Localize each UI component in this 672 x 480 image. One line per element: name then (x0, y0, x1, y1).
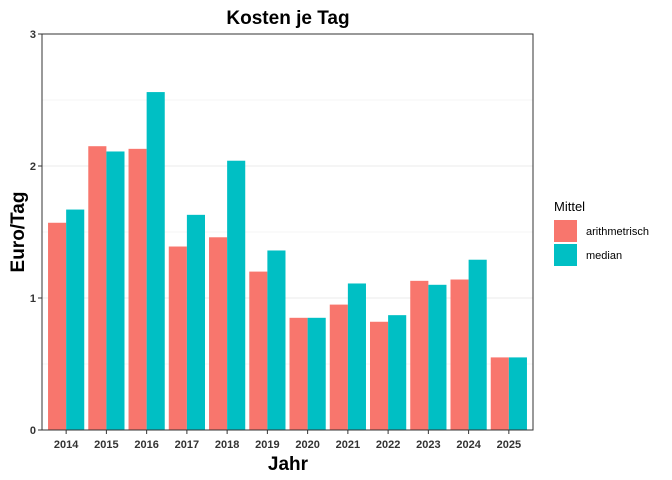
bar-arithmetrisch-2023 (410, 280, 429, 430)
bar-arithmetrisch-2021 (329, 304, 348, 430)
bar-arithmetrisch-2019 (249, 271, 268, 430)
legend-items: arithmetrisch median (554, 220, 649, 266)
bar-median-2018 (227, 160, 246, 430)
x-tick-label: 2025 (497, 439, 521, 451)
bar-arithmetrisch-2017 (168, 246, 187, 430)
x-tick-label: 2024 (456, 439, 481, 451)
y-tick-label: 1 (30, 293, 36, 305)
x-tick-label: 2019 (255, 439, 279, 451)
y-tick-label: 3 (30, 29, 36, 41)
y-tick-label: 2 (30, 161, 36, 173)
bar-arithmetrisch-2018 (209, 237, 228, 430)
x-tick-label: 2016 (134, 439, 158, 451)
y-axis: 0 1 2 3 (30, 29, 42, 437)
x-tick-label: 2015 (94, 439, 118, 451)
bar-arithmetrisch-2020 (289, 317, 308, 430)
x-tick-label: 2017 (175, 439, 199, 451)
x-tick-label: 2021 (336, 439, 360, 451)
x-axis: 2014 2015 2016 2017 2018 2019 2020 2021 2022 2023… (54, 430, 521, 451)
y-tick-label: 0 (30, 425, 36, 437)
bars (48, 92, 527, 431)
bar-arithmetrisch-2022 (370, 321, 389, 430)
bar-arithmetrisch-2024 (450, 279, 469, 430)
legend-title: Mittel (554, 199, 585, 214)
bar-median-2015 (106, 151, 125, 431)
bar-median-2021 (347, 283, 366, 430)
x-axis-title: Jahr (268, 454, 309, 475)
bar-median-2020 (307, 317, 326, 430)
bar-arithmetrisch-2016 (128, 148, 147, 430)
bar-median-2022 (388, 315, 407, 430)
x-tick-label: 2023 (416, 439, 440, 451)
plot-panel-border (41, 33, 534, 431)
bar-median-2017 (186, 214, 205, 430)
y-axis-title: Euro/Tag (8, 192, 29, 273)
bar-median-2025 (508, 357, 527, 430)
x-tick-label: 2022 (376, 439, 400, 451)
bar-arithmetrisch-2025 (490, 357, 509, 430)
legend: Mittel arithmetrisch median (554, 199, 649, 266)
bar-median-2016 (146, 92, 165, 430)
legend-swatch-median (554, 244, 577, 266)
x-tick-label: 2020 (295, 439, 319, 451)
bar-median-2019 (267, 250, 286, 430)
legend-label-median: median (586, 250, 622, 262)
bar-arithmetrisch-2015 (88, 146, 107, 430)
legend-label-arithmetrisch: arithmetrisch (586, 226, 649, 238)
x-tick-label: 2014 (54, 439, 79, 451)
legend-swatch-arithmetrisch (554, 220, 577, 242)
bar-median-2024 (468, 259, 487, 430)
bar-median-2023 (428, 284, 447, 430)
bar-arithmetrisch-2014 (48, 222, 67, 430)
chart-title: Kosten je Tag (226, 8, 349, 29)
x-tick-label: 2018 (215, 439, 239, 451)
bar-median-2014 (66, 209, 85, 430)
